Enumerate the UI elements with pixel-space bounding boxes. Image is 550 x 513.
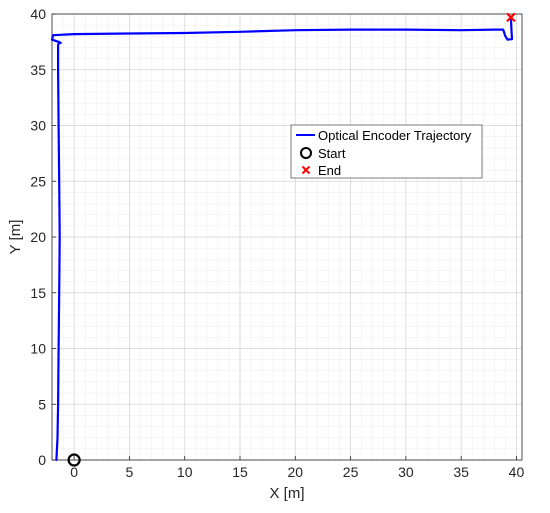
x-tick-label: 15 [232,464,248,480]
x-tick-label: 40 [509,464,525,480]
series-layer [50,16,514,462]
legend-entry-start: Start [318,146,346,161]
y-axis-ticks: 0 5 10 15 20 25 30 35 40 [30,6,56,468]
marker-layer [67,12,516,467]
y-axis-label: Y [m] [7,220,24,255]
y-tick-label: 35 [30,62,46,78]
y-tick-label: 5 [38,396,46,412]
series-line-trajectory [50,16,514,462]
y-tick-label: 10 [30,341,46,357]
x-axis-label: X [m] [269,485,304,502]
legend-end-marker [301,165,311,175]
legend-entry-end: End [318,163,341,178]
end-marker [506,12,516,23]
legend: Optical Encoder Trajectory Start End [290,124,483,179]
start-marker [67,453,81,467]
y-tick-label: 15 [30,285,46,301]
x-tick-label: 10 [177,464,193,480]
x-tick-label: 5 [126,464,134,480]
x-tick-label: 30 [398,464,414,480]
x-tick-label: 0 [70,464,78,480]
legend-start-marker [300,147,312,159]
x-axis-ticks: 0 5 10 15 20 25 30 35 40 [70,456,524,480]
x-tick-label: 35 [453,464,469,480]
y-tick-label: 20 [30,229,46,245]
x-tick-label: 20 [288,464,304,480]
legend-entry-trajectory: Optical Encoder Trajectory [318,128,472,143]
y-tick-label: 30 [30,118,46,134]
y-tick-label: 25 [30,173,46,189]
legend-box [290,124,483,179]
major-grid [52,13,522,461]
y-tick-label: 40 [30,6,46,22]
x-tick-label: 25 [343,464,359,480]
y-tick-label: 0 [38,452,46,468]
